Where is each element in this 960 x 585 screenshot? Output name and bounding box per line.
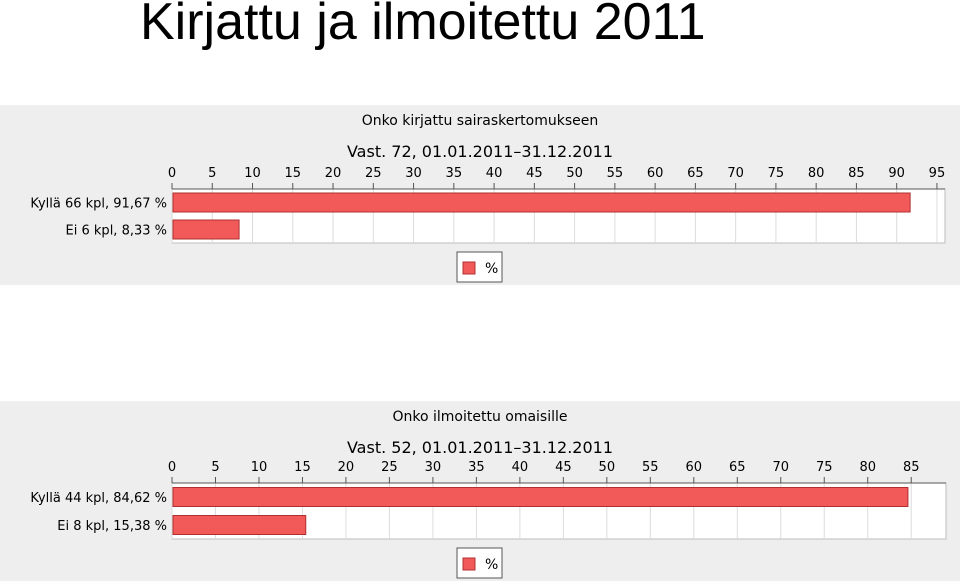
x-tick-label: 20	[338, 460, 355, 475]
bar	[172, 192, 911, 213]
chart-panel-kirjattu: Onko kirjattu sairaskertomukseen Vast. 72…	[0, 105, 960, 285]
category-label: Kyllä 44 kpl, 84,62 %	[30, 491, 167, 506]
x-tick-label: 5	[208, 166, 216, 181]
legend-label: %	[485, 557, 498, 573]
legend-swatch	[462, 261, 476, 275]
chart-subtitle: Vast. 52, 01.01.2011–31.12.2011	[347, 438, 613, 457]
x-tick-label: 15	[294, 460, 311, 475]
x-tick-label: 0	[168, 460, 176, 475]
bar	[172, 219, 240, 240]
chart-title: Onko ilmoitettu omaisille	[392, 409, 567, 425]
x-tick-label: 5	[211, 460, 219, 475]
legend-label: %	[485, 261, 498, 277]
x-tick-label: 75	[816, 460, 833, 475]
category-label: Ei 6 kpl, 8,33 %	[66, 224, 167, 239]
x-tick-label: 70	[727, 166, 744, 181]
x-tick-label: 30	[405, 166, 422, 181]
x-tick-label: 35	[446, 166, 463, 181]
x-tick-label: 90	[888, 166, 905, 181]
x-tick-label: 50	[566, 166, 583, 181]
x-tick-label: 35	[468, 460, 485, 475]
x-tick-label: 45	[526, 166, 543, 181]
x-tick-label: 95	[929, 166, 946, 181]
x-tick-label: 45	[555, 460, 572, 475]
legend-swatch	[462, 557, 476, 571]
x-tick-label: 65	[687, 166, 704, 181]
x-tick-label: 85	[903, 460, 920, 475]
x-tick-label: 20	[325, 166, 342, 181]
x-tick-label: 10	[251, 460, 268, 475]
x-tick-label: 55	[607, 166, 624, 181]
x-tick-label: 65	[729, 460, 746, 475]
x-tick-label: 80	[808, 166, 825, 181]
x-tick-label: 25	[365, 166, 382, 181]
x-tick-label: 25	[381, 460, 398, 475]
chart-panel-ilmoitettu: Onko ilmoitettu omaisille Vast. 52, 01.01…	[0, 401, 960, 581]
x-tick-label: 50	[599, 460, 616, 475]
category-label: Ei 8 kpl, 15,38 %	[57, 519, 167, 534]
x-tick-label: 0	[168, 166, 176, 181]
slide-title: Kirjattu ja ilmoitettu 2011	[140, 0, 706, 51]
x-tick-label: 10	[244, 166, 261, 181]
x-tick-label: 40	[486, 166, 503, 181]
x-tick-label: 85	[848, 166, 865, 181]
x-tick-label: 15	[285, 166, 302, 181]
x-tick-label: 80	[859, 460, 876, 475]
x-tick-label: 60	[686, 460, 703, 475]
chart-title: Onko kirjattu sairaskertomukseen	[362, 113, 598, 129]
bar	[172, 487, 909, 507]
bar-chart-kirjattu: Onko kirjattu sairaskertomukseen Vast. 72…	[30, 113, 946, 283]
chart-subtitle: Vast. 72, 01.01.2011–31.12.2011	[347, 142, 613, 161]
x-tick-label: 55	[642, 460, 659, 475]
x-tick-label: 70	[772, 460, 789, 475]
bar	[172, 515, 307, 535]
x-tick-label: 30	[425, 460, 442, 475]
x-tick-label: 40	[512, 460, 529, 475]
x-tick-label: 60	[647, 166, 664, 181]
x-tick-label: 75	[768, 166, 785, 181]
bar-chart-ilmoitettu: Onko ilmoitettu omaisille Vast. 52, 01.01…	[30, 409, 947, 579]
category-label: Kyllä 66 kpl, 91,67 %	[30, 197, 167, 212]
